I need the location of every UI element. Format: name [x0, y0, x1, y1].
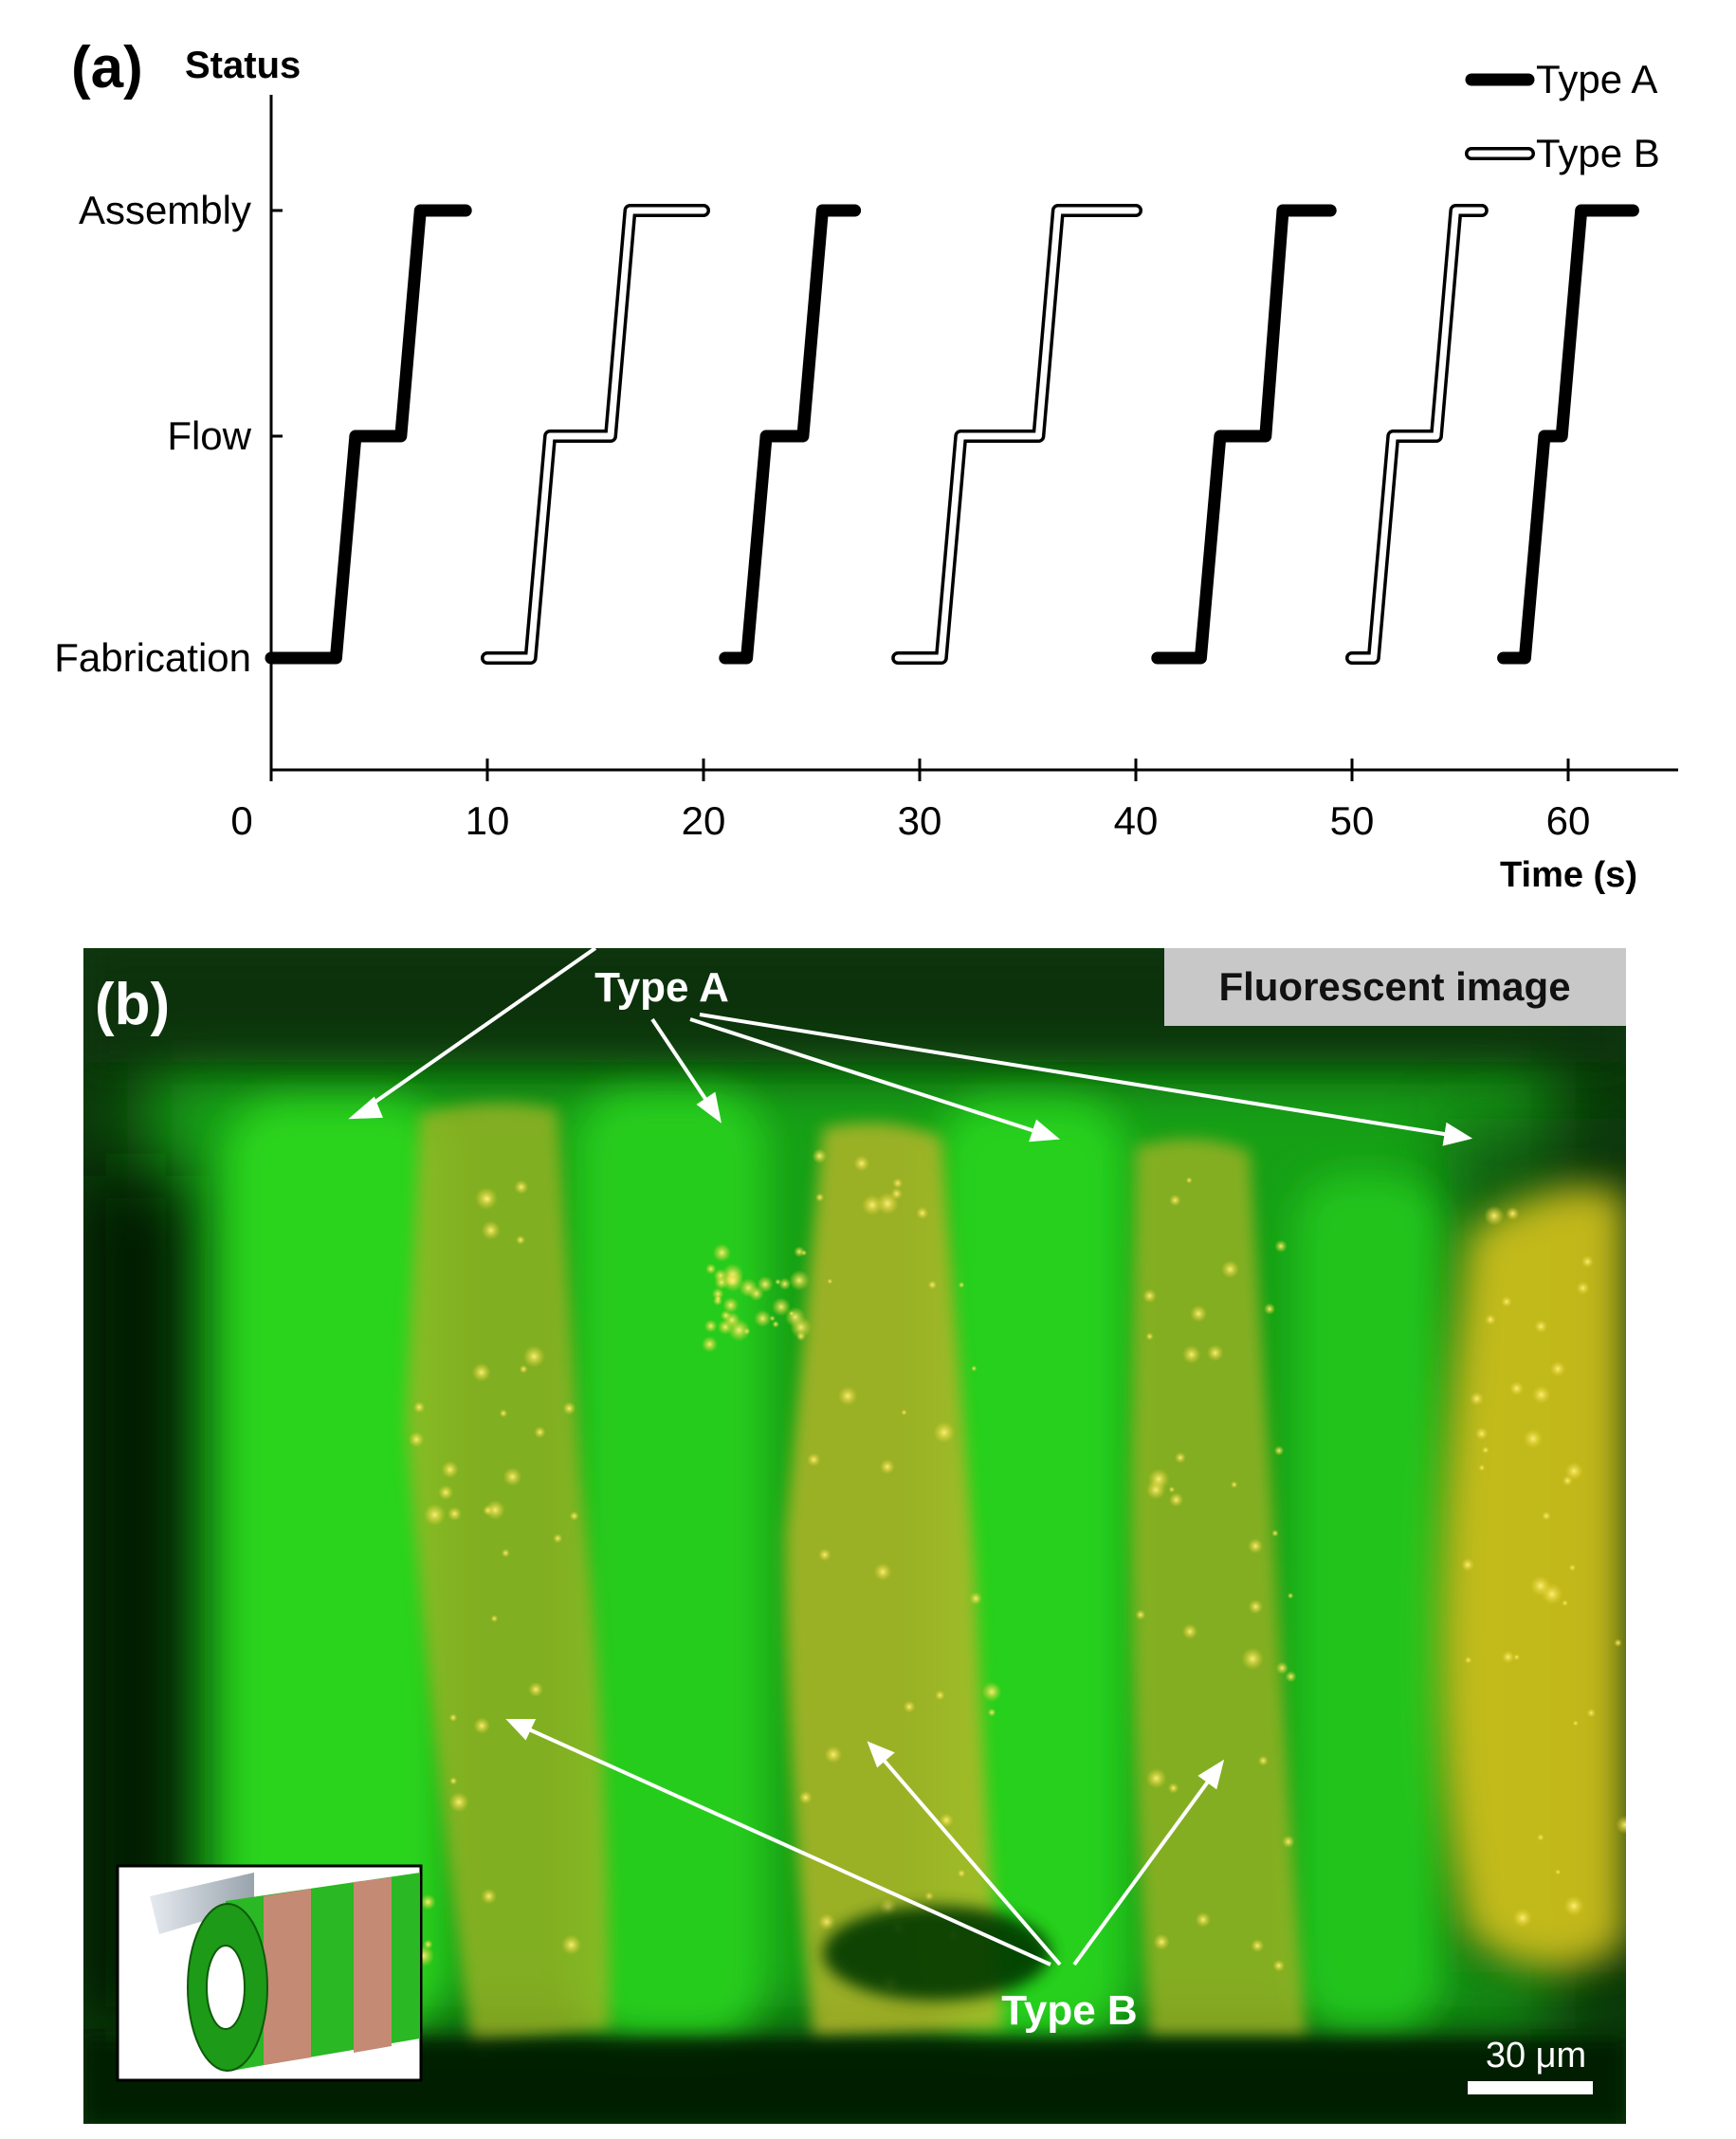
y-tick-label-flow: Flow — [167, 413, 251, 458]
type-b-label: Type B — [1001, 1987, 1137, 2034]
x-tick-label-60: 60 — [1546, 798, 1591, 843]
panel-a-label: (a) — [71, 35, 143, 101]
y-tick-label-assembly: Assembly — [79, 188, 251, 232]
series-type-b-step-6 — [1345, 204, 1489, 665]
series-layer — [265, 204, 1639, 665]
y-tick-label-fabrication: Fabrication — [54, 635, 251, 680]
legend-label-type-a: Type A — [1536, 57, 1657, 101]
type-a-line — [719, 204, 862, 665]
fluorescent-micrograph: Fluorescent image (b) Type A Type B 30 μ… — [83, 948, 1626, 2124]
x-tick-label-40: 40 — [1114, 798, 1159, 843]
scale-bar-label: 30 μm — [1486, 2036, 1586, 2075]
series-type-a-step-3 — [719, 204, 862, 665]
series-type-b-step-2 — [481, 204, 710, 665]
x-axis-title: Time (s) — [1500, 855, 1637, 895]
x-tick-label-50: 50 — [1330, 798, 1375, 843]
x-tick-label-30: 30 — [898, 798, 942, 843]
status-timeline-chart: (a) Status Time (s) Fabrication Flow Assem… — [54, 35, 1678, 895]
fluorescent-speckles — [408, 1148, 1626, 1992]
y-axis-title: Status — [185, 45, 301, 86]
type-a-line — [1497, 204, 1639, 665]
series-type-a-step-1 — [265, 204, 472, 665]
annotation-arrows — [348, 948, 1473, 1966]
x-ticks: 0 10 20 30 40 50 60 — [230, 759, 1590, 843]
series-type-b-step-4 — [891, 204, 1142, 665]
scale-bar — [1468, 2081, 1593, 2094]
type-a-line — [1151, 204, 1337, 665]
type-b-line-fill — [894, 207, 1140, 662]
y-ticks: Fabrication Flow Assembly — [54, 188, 283, 680]
type-b-line-fill — [484, 207, 707, 662]
legend: Type A Type B — [1465, 57, 1660, 175]
legend-label-type-b: Type B — [1536, 131, 1660, 175]
x-tick-label-0: 0 — [230, 798, 252, 843]
type-a-label: Type A — [594, 964, 729, 1011]
x-tick-label-20: 20 — [682, 798, 726, 843]
inset-tube-schematic — [116, 1864, 423, 2082]
series-type-a-step-5 — [1151, 204, 1337, 665]
type-b-line-fill — [1348, 207, 1486, 662]
series-type-a-step-7 — [1497, 204, 1639, 665]
x-tick-label-10: 10 — [466, 798, 510, 843]
caption-box-text: Fluorescent image — [1218, 964, 1570, 1009]
caption-box — [1164, 948, 1626, 1026]
type-a-line — [265, 204, 472, 665]
panel-b-label: (b) — [95, 972, 170, 1037]
